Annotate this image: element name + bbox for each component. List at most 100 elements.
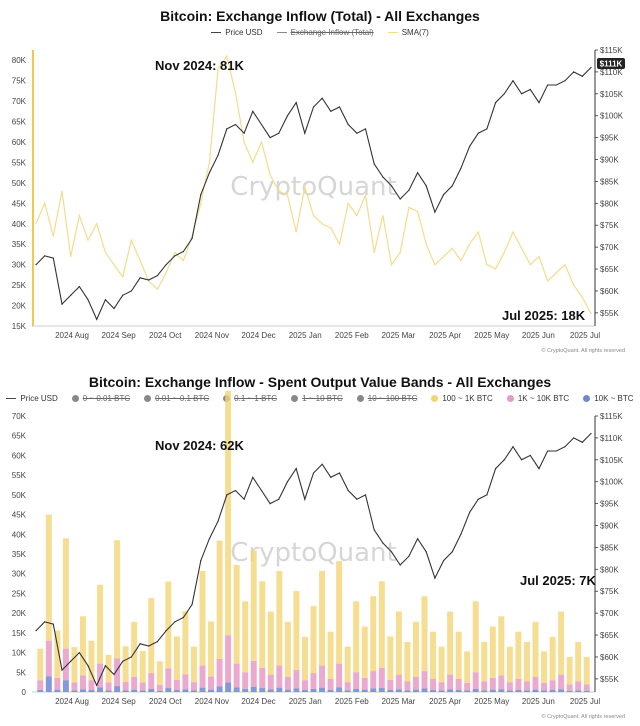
price-usd-point xyxy=(217,154,219,156)
bar-1k-10k xyxy=(139,682,146,691)
price-usd-point xyxy=(217,520,219,522)
price-usd-point xyxy=(538,467,540,470)
sma7-point xyxy=(174,251,176,253)
legend-item[interactable]: 10 ~ 100 BTC xyxy=(356,394,417,403)
price-usd-point xyxy=(260,489,263,492)
price-usd-point xyxy=(503,93,505,95)
sma7-point xyxy=(226,55,228,57)
bar-100-1k xyxy=(412,621,419,678)
bar-100-1k xyxy=(284,621,291,678)
price-usd-point xyxy=(52,257,54,259)
legend-line-swatch xyxy=(6,398,17,399)
x-tick-label: 2025 Jun xyxy=(522,331,555,340)
bar-10k-plus xyxy=(541,690,548,692)
price-usd-point xyxy=(547,84,549,86)
price-usd-point xyxy=(529,88,531,91)
price-usd-point xyxy=(70,294,72,296)
y-right-tick-label: $55K xyxy=(600,309,619,318)
legend-item[interactable]: Price USD xyxy=(6,394,58,403)
bar-1k-10k xyxy=(37,680,44,691)
bar-1k-10k xyxy=(284,677,291,690)
sma7-point xyxy=(468,243,471,245)
price-usd-point xyxy=(122,294,124,296)
price-usd-point xyxy=(44,255,46,257)
y-left-tick-label: 45K xyxy=(12,511,27,520)
sma7-point xyxy=(52,235,54,237)
price-usd-point xyxy=(390,551,393,553)
price-usd-point xyxy=(321,463,323,465)
price-usd-point xyxy=(416,538,419,540)
price-usd-point xyxy=(286,481,289,483)
legend-item[interactable]: SMA(7) xyxy=(387,28,429,37)
price-usd-point xyxy=(78,651,80,654)
legend-label: 0.1 ~ 1 BTC xyxy=(234,394,278,403)
price-usd-point xyxy=(70,660,72,662)
legend-item[interactable]: Price USD xyxy=(211,28,263,37)
x-tick-label: 2025 Apr xyxy=(429,331,461,340)
x-tick-label: 2024 Nov xyxy=(195,697,229,706)
price-usd-point xyxy=(139,277,141,279)
legend-item[interactable]: Exchange Inflow (Total) xyxy=(276,28,374,37)
price-usd-point xyxy=(382,542,384,544)
bar-10k-plus xyxy=(353,688,360,692)
price-badge xyxy=(597,58,625,69)
bar-1k-10k xyxy=(430,678,437,691)
bar-1k-10k xyxy=(114,658,121,687)
bar-100-1k xyxy=(62,538,69,649)
bar-100-1k xyxy=(199,570,206,666)
price-usd-point xyxy=(555,84,557,86)
sma7-point xyxy=(122,276,124,278)
bar-10k-plus xyxy=(54,689,61,692)
price-usd-point xyxy=(477,132,479,134)
price-usd-point xyxy=(104,665,106,667)
price-usd-point xyxy=(512,446,514,448)
bar-10k-plus xyxy=(558,689,565,692)
bar-10k-plus xyxy=(165,688,172,692)
bar-10k-plus xyxy=(506,690,513,692)
bar-100-1k xyxy=(378,581,385,668)
bar-1k-10k xyxy=(327,678,334,691)
chart-legend[interactable]: Price USD Exchange Inflow (Total) SMA(7) xyxy=(0,28,640,37)
bar-100-1k xyxy=(455,631,462,679)
bar-1k-10k xyxy=(498,675,505,690)
bar-1k-10k xyxy=(455,678,462,691)
y-right-tick-label: $60K xyxy=(600,653,619,662)
sma7-point xyxy=(156,288,159,290)
chart-legend[interactable]: Price USD 0 ~ 0.01 BTC 0.01 ~ 0.1 BTC 0.1 ~… xyxy=(0,394,640,403)
price-usd-point xyxy=(156,275,159,277)
x-tick-label: 2025 Mar xyxy=(382,331,416,340)
legend-item[interactable]: 10K ~ BTC xyxy=(583,394,634,403)
price-usd-point xyxy=(408,555,410,557)
sma7-point xyxy=(416,210,419,213)
x-tick-label: 2025 Jan xyxy=(289,331,322,340)
bar-100-1k xyxy=(558,611,565,675)
bar-10k-plus xyxy=(71,690,78,692)
sma7-point xyxy=(96,223,98,225)
y-left-tick-label: 50K xyxy=(12,179,27,188)
price-usd-point xyxy=(165,630,167,632)
sma7-point xyxy=(408,206,410,209)
bar-10k-plus xyxy=(37,690,44,692)
price-usd-point xyxy=(87,665,89,667)
legend-item[interactable]: 0.01 ~ 0.1 BTC xyxy=(144,394,209,403)
legend-item[interactable]: 0 ~ 0.01 BTC xyxy=(71,394,130,403)
bar-1k-10k xyxy=(190,682,197,691)
price-usd-point xyxy=(434,211,436,213)
legend-item[interactable]: 1 ~ 10 BTC xyxy=(291,394,343,403)
bar-100-1k xyxy=(182,611,189,675)
bar-100-1k xyxy=(267,611,274,675)
bar-1k-10k xyxy=(199,665,206,688)
price-usd-point xyxy=(581,441,583,443)
bar-10k-plus xyxy=(549,690,556,692)
y-right-tick-label: $65K xyxy=(600,265,619,274)
x-tick-label: 2025 Apr xyxy=(429,697,461,706)
price-usd-point xyxy=(312,472,315,474)
bar-100-1k xyxy=(37,648,44,681)
price-usd-point xyxy=(451,551,453,553)
legend-item[interactable]: 1K ~ 10K BTC xyxy=(506,394,569,403)
y-right-tick-label: $60K xyxy=(600,287,619,296)
bar-10k-plus xyxy=(242,688,249,692)
legend-item[interactable]: 100 ~ 1K BTC xyxy=(431,394,493,403)
bar-10k-plus xyxy=(208,689,215,692)
y-left-tick-label: 60K xyxy=(12,451,27,460)
